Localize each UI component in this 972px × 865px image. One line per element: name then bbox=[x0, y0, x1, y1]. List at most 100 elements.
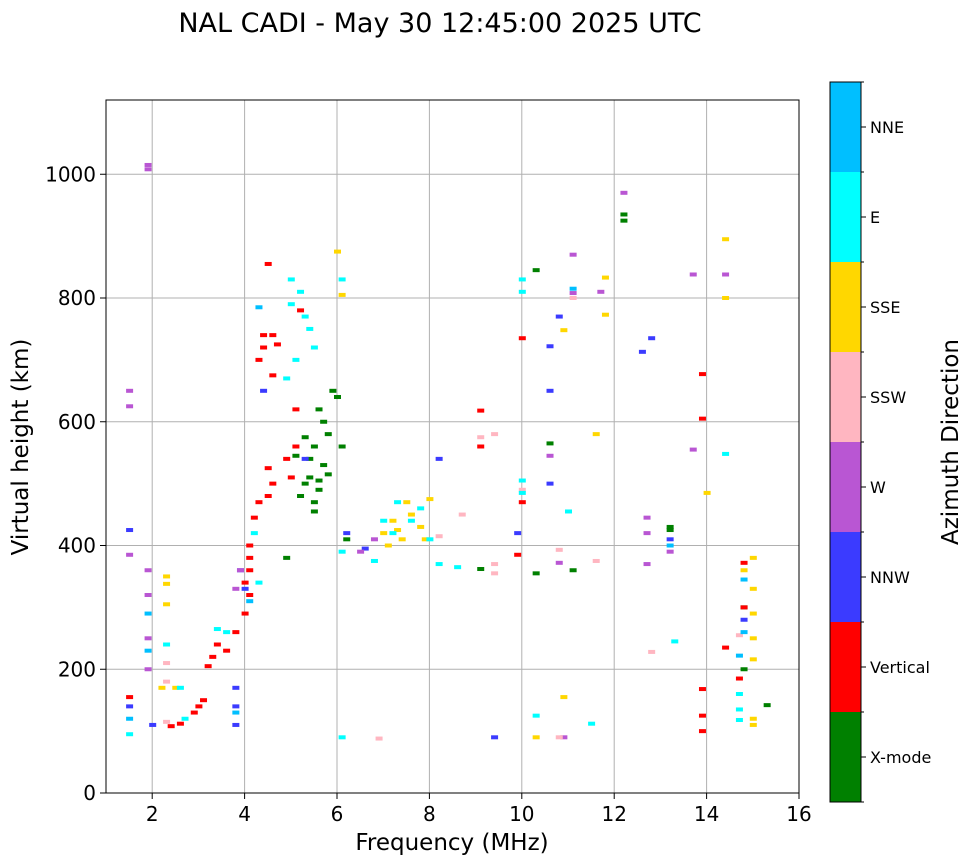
data-point-vertical bbox=[200, 698, 208, 703]
data-point-sse bbox=[334, 249, 341, 254]
data-point-sse bbox=[421, 537, 429, 542]
data-point-vertical bbox=[269, 481, 277, 486]
data-point-w bbox=[126, 404, 134, 409]
data-point-sse bbox=[172, 685, 180, 690]
data-point-e bbox=[370, 558, 378, 563]
data-point-sse bbox=[601, 312, 609, 317]
data-point-ssw bbox=[375, 736, 383, 741]
data-point-vertical bbox=[735, 676, 743, 681]
data-point-nnw bbox=[546, 344, 554, 349]
data-point-x-mode bbox=[532, 571, 540, 576]
data-point-e bbox=[380, 518, 388, 523]
colorbar-swatch bbox=[830, 262, 861, 352]
data-point-sse bbox=[394, 528, 402, 533]
data-point-x-mode bbox=[306, 475, 314, 480]
y-tick-label: 0 bbox=[83, 781, 96, 805]
data-point-sse bbox=[426, 497, 434, 502]
data-point-vertical bbox=[195, 704, 203, 709]
data-point-sse bbox=[417, 524, 425, 529]
data-point-e bbox=[176, 685, 184, 690]
data-point-sse bbox=[407, 512, 415, 517]
data-point-ssw bbox=[458, 512, 466, 517]
data-point-sse bbox=[163, 574, 171, 579]
data-point-vertical bbox=[255, 357, 263, 362]
data-point-e bbox=[394, 500, 402, 505]
data-point-e bbox=[389, 531, 397, 536]
data-point-nnw bbox=[546, 481, 554, 486]
data-point-e bbox=[310, 345, 318, 350]
data-point-ssw bbox=[555, 735, 563, 740]
y-axis-label: Virtual height (km) bbox=[8, 339, 34, 556]
data-point-w bbox=[643, 531, 651, 536]
data-point-x-mode bbox=[477, 567, 485, 572]
data-point-w bbox=[144, 636, 152, 641]
data-point-nne bbox=[740, 577, 748, 582]
data-point-nnw bbox=[126, 704, 134, 709]
data-point-e bbox=[518, 277, 526, 282]
data-point-w bbox=[620, 190, 628, 195]
data-point-nne bbox=[246, 599, 254, 604]
y-tick-label: 800 bbox=[58, 286, 96, 310]
data-point-sse bbox=[722, 237, 730, 242]
colorbar-swatch bbox=[830, 442, 861, 532]
data-point-w bbox=[232, 586, 240, 591]
data-point-ssw bbox=[163, 679, 171, 684]
data-point-nnw bbox=[555, 314, 563, 319]
data-point-sse bbox=[749, 555, 757, 560]
data-point-e bbox=[292, 357, 300, 362]
data-point-sse bbox=[749, 722, 757, 727]
colorbar-title: Azimuth Direction bbox=[938, 339, 964, 545]
data-point-vertical bbox=[250, 515, 258, 520]
data-point-ssw bbox=[491, 562, 499, 567]
data-point-w bbox=[643, 562, 651, 567]
data-point-e bbox=[338, 277, 346, 282]
data-point-x-mode bbox=[324, 472, 332, 477]
data-point-vertical bbox=[167, 724, 175, 729]
data-point-nnw bbox=[301, 456, 309, 461]
data-point-e bbox=[518, 478, 526, 483]
data-point-x-mode bbox=[297, 494, 305, 498]
data-point-vertical bbox=[292, 407, 300, 412]
data-point-e bbox=[181, 716, 189, 721]
colorbar-swatch bbox=[830, 532, 861, 622]
data-point-ssw bbox=[518, 487, 526, 492]
x-tick-label: 6 bbox=[331, 802, 344, 826]
data-point-nnw bbox=[343, 531, 351, 536]
data-point-sse bbox=[722, 296, 730, 300]
data-point-nnw bbox=[666, 537, 674, 542]
data-point-e bbox=[417, 506, 425, 511]
data-point-vertical bbox=[232, 630, 240, 635]
data-point-w bbox=[643, 515, 651, 520]
data-point-vertical bbox=[698, 687, 706, 692]
data-point-e bbox=[301, 314, 309, 319]
colorbar-swatch bbox=[830, 622, 861, 712]
data-point-nnw bbox=[232, 685, 240, 690]
data-point-vertical bbox=[740, 560, 748, 565]
plot-frame bbox=[105, 99, 800, 794]
data-point-e bbox=[255, 580, 263, 585]
x-tick-label: 14 bbox=[694, 802, 719, 826]
data-point-nnw bbox=[232, 704, 240, 709]
colorbar-label: NNW bbox=[870, 568, 910, 587]
data-point-ssw bbox=[163, 719, 171, 724]
data-point-vertical bbox=[260, 333, 268, 338]
data-point-ssw bbox=[163, 661, 171, 666]
data-point-nne bbox=[126, 716, 134, 721]
data-point-vertical bbox=[204, 664, 212, 669]
data-point-nnw bbox=[514, 531, 522, 536]
data-point-x-mode bbox=[666, 528, 674, 533]
data-point-vertical bbox=[477, 408, 485, 413]
data-point-w bbox=[357, 549, 365, 554]
y-tick-label: 400 bbox=[58, 534, 96, 558]
data-point-ssw bbox=[648, 649, 656, 654]
data-point-sse bbox=[163, 602, 171, 607]
data-point-vertical bbox=[698, 372, 706, 377]
data-point-nne bbox=[232, 710, 240, 715]
data-point-x-mode bbox=[301, 481, 309, 486]
data-point-sse bbox=[749, 636, 757, 641]
data-point-vertical bbox=[698, 713, 706, 718]
data-point-w bbox=[144, 162, 152, 167]
data-point-w bbox=[689, 447, 697, 452]
colorbar-swatch bbox=[830, 172, 861, 262]
